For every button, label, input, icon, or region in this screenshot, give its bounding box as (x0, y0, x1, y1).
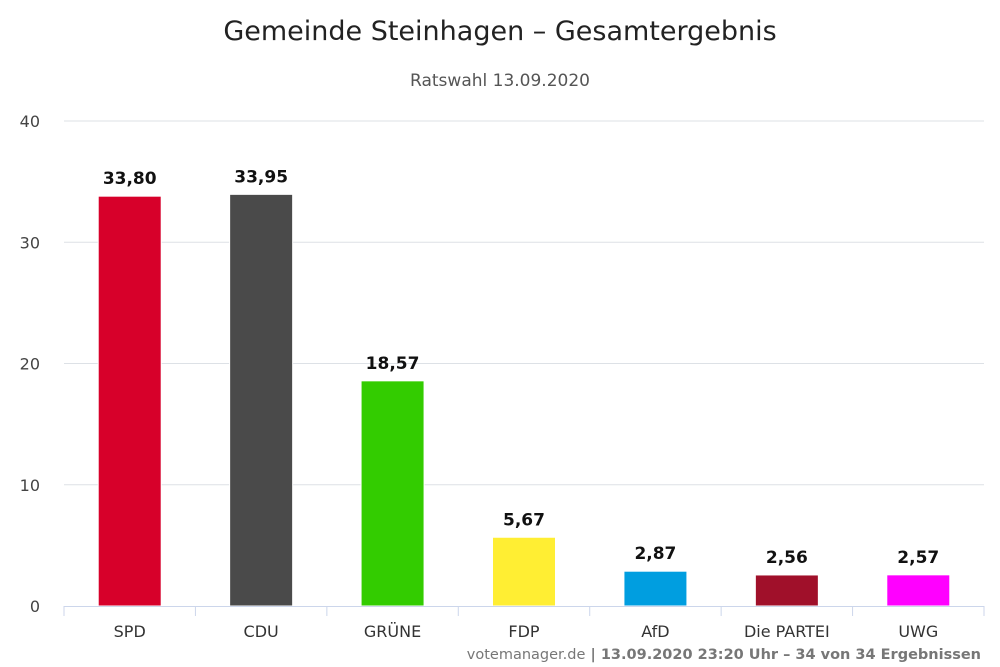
data-labels: 33,80 33,95 18,57 5,67 2,87 2,56 2,57 (103, 167, 939, 568)
bar-uwg[interactable] (886, 574, 951, 607)
data-label: 2,87 (634, 544, 676, 564)
chart-subtitle: Ratswahl 13.09.2020 (410, 71, 590, 91)
y-tick-label: 30 (20, 233, 40, 252)
bars (97, 193, 951, 607)
x-tick-label: UWG (898, 622, 938, 641)
credits-site[interactable]: votemanager.de (467, 647, 586, 663)
data-label: 2,56 (766, 548, 808, 568)
x-tick-label: AfD (641, 622, 669, 641)
data-label: 33,95 (234, 167, 288, 187)
y-tick-label: 40 (20, 112, 40, 131)
data-label: 33,80 (103, 169, 157, 189)
x-tick-label: FDP (508, 622, 540, 641)
x-tick-label: Die PARTEI (744, 622, 830, 641)
bar-fdp[interactable] (492, 536, 556, 607)
y-tick-label: 10 (20, 476, 40, 495)
credits-info: 13.09.2020 23:20 Uhr – 34 von 34 Ergebni… (601, 647, 981, 663)
gridlines (64, 120, 984, 486)
x-axis (63, 606, 985, 616)
bar-afd[interactable] (623, 570, 688, 607)
y-tick-label: 0 (30, 597, 40, 616)
credits[interactable]: votemanager.de | 13.09.2020 23:20 Uhr – … (467, 647, 981, 663)
bar-grüne[interactable] (360, 380, 425, 607)
x-tick-label: SPD (114, 622, 146, 641)
data-label: 5,67 (503, 510, 545, 530)
bar-cdu[interactable] (229, 193, 294, 607)
bar-die-partei[interactable] (754, 574, 819, 607)
bar-spd[interactable] (97, 195, 162, 607)
data-label: 2,57 (897, 548, 939, 568)
data-label: 18,57 (366, 354, 420, 374)
chart-title: Gemeinde Steinhagen – Gesamtergebnis (223, 16, 776, 47)
y-axis-ticks: 0 10 20 30 40 (20, 112, 40, 616)
y-tick-label: 20 (20, 355, 40, 374)
x-tick-label: GRÜNE (364, 622, 421, 641)
x-axis-ticks: SPD CDU GRÜNE FDP AfD Die PARTEI UWG (114, 622, 939, 641)
x-tick-label: CDU (244, 622, 279, 641)
credits-separator: | (585, 647, 600, 663)
